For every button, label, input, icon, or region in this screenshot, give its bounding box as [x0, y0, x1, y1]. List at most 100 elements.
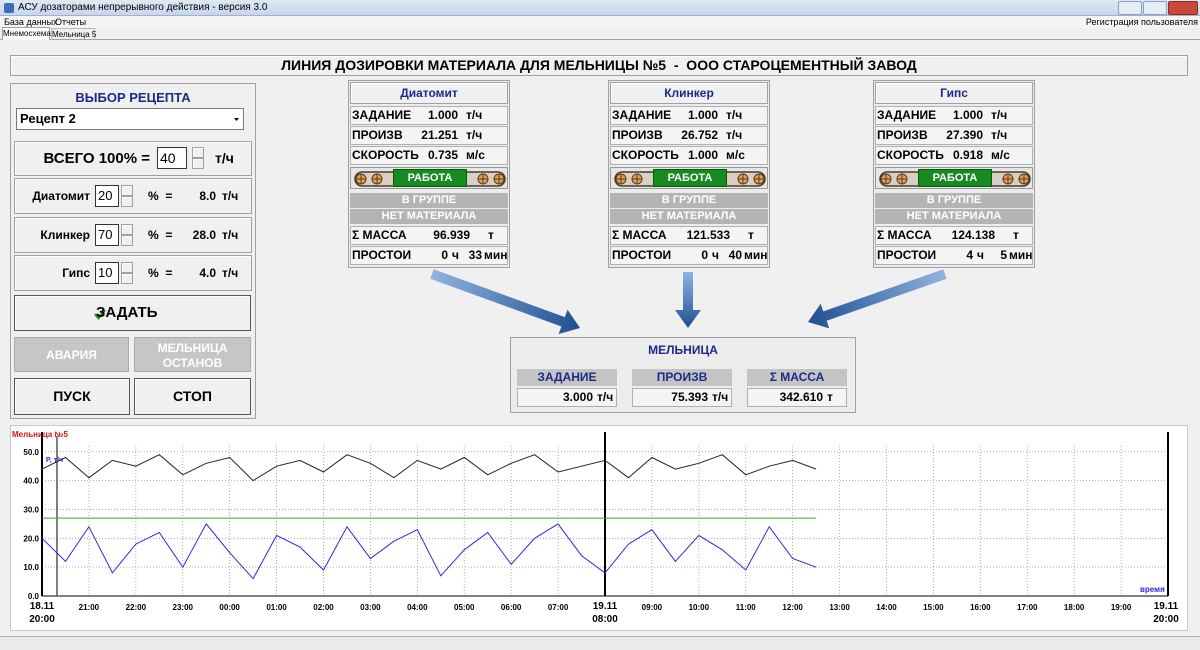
- set-button[interactable]: [14, 295, 251, 331]
- x-tick-label: 21:00: [78, 603, 100, 612]
- total-row: [14, 141, 252, 176]
- check-icon: [94, 309, 106, 320]
- mass-value: 96.939: [433, 228, 470, 242]
- tab[interactable]: Мнемосхема: [2, 27, 51, 40]
- feeder-row: [610, 226, 768, 245]
- x-tick-label: 23:00: [172, 603, 193, 612]
- x-tick-label: 13:00: [829, 603, 850, 612]
- row-label: ЗАДАНИЕ: [352, 108, 412, 122]
- recipe-panel: [10, 83, 256, 419]
- row-value: 1.000: [427, 108, 458, 122]
- row-unit: т/ч: [466, 108, 483, 122]
- app-icon: [4, 3, 14, 13]
- downtime-minutes-unit: мин: [744, 248, 768, 262]
- mill-cell-box: [747, 388, 847, 407]
- select-arrow: [231, 110, 242, 128]
- group-flag: В ГРУППЕ: [610, 193, 768, 208]
- row-value: 1.000: [952, 108, 983, 122]
- menu-item[interactable]: База данных: [4, 17, 58, 27]
- start-button[interactable]: ПУСК: [14, 378, 130, 415]
- mill-cell-label: ЗАДАНИЕ: [517, 369, 617, 386]
- feeder-row: [875, 226, 1033, 245]
- minimize-button[interactable]: [1118, 1, 1142, 15]
- feeder-row: [610, 106, 768, 125]
- downtime-hours-unit: ч: [712, 248, 719, 262]
- component-rate: 28.0: [192, 228, 216, 242]
- x-tick-label: 06:00: [500, 603, 522, 612]
- spinner-up[interactable]: [121, 185, 133, 196]
- x-tick-label: 09:00: [641, 603, 663, 612]
- spinner-up[interactable]: [192, 147, 204, 158]
- row-label: ПРОИЗВ: [612, 128, 663, 142]
- total-unit: т/ч: [215, 150, 234, 166]
- close-button[interactable]: [1168, 1, 1198, 15]
- x-tick-label: 19:00: [1110, 603, 1132, 612]
- row-value: 27.390: [946, 128, 983, 142]
- downtime-label: ПРОСТОИ: [612, 248, 672, 262]
- percent-input[interactable]: 10: [95, 262, 119, 284]
- spinner-up[interactable]: [121, 224, 133, 235]
- alarm-button[interactable]: АВАРИЯ: [14, 337, 129, 372]
- downtime-minutes-unit: мин: [484, 248, 508, 262]
- mill-cell-box: [632, 388, 732, 407]
- row-label: СКОРОСТЬ: [612, 148, 679, 162]
- flow-arrow: [430, 269, 581, 335]
- component-rate: 4.0: [199, 266, 216, 280]
- row-unit: м/с: [726, 148, 745, 162]
- maximize-button[interactable]: [1143, 1, 1167, 15]
- percent-label: % =: [148, 189, 173, 203]
- total-input[interactable]: 40: [157, 147, 187, 169]
- feeder-row: [610, 146, 768, 165]
- downtime-minutes: 40: [728, 248, 742, 262]
- downtime-hours-unit: ч: [452, 248, 459, 262]
- status-badge: РАБОТА: [393, 169, 467, 187]
- component-unit: т/ч: [222, 228, 239, 242]
- row-unit: м/с: [466, 148, 485, 162]
- mill-cell-unit: т/ч: [712, 390, 729, 404]
- feeder-row: [875, 146, 1033, 165]
- percent-input[interactable]: 20: [95, 185, 119, 207]
- row-value: 0.735: [427, 148, 458, 162]
- feeder-row: [875, 126, 1033, 145]
- stop-button[interactable]: СТОП: [134, 378, 251, 415]
- mass-value: 121.533: [686, 228, 730, 242]
- x-tick-label: 18:00: [1063, 603, 1085, 612]
- spinner-up[interactable]: [121, 262, 133, 273]
- mill-stop-button[interactable]: МЕЛЬНИЦА ОСТАНОВ: [134, 337, 251, 372]
- recipe-title: ВЫБОР РЕЦЕПТА: [75, 90, 191, 105]
- feeder-row: [350, 226, 508, 245]
- menu-bar: [0, 16, 1200, 28]
- no-material-flag: НЕТ МАТЕРИАЛА: [875, 209, 1033, 224]
- feeder-row: [350, 106, 508, 125]
- row-label: СКОРОСТЬ: [352, 148, 419, 162]
- tab[interactable]: Мельница 5: [51, 28, 97, 40]
- feeder-row: [350, 126, 508, 145]
- feeder-name: Гипс: [875, 82, 1033, 104]
- spinner-down[interactable]: [121, 235, 133, 246]
- x-tick-label: 03:00: [360, 603, 381, 612]
- spinner-down[interactable]: [121, 273, 133, 284]
- feeder-row: [875, 246, 1033, 265]
- x-tick-label: 17:00: [1017, 603, 1038, 612]
- feeder-row: [350, 246, 508, 265]
- component-name: Гипс: [62, 266, 90, 280]
- x-tick-label: 04:00: [407, 603, 428, 612]
- component-row: [14, 217, 252, 253]
- spinner-down[interactable]: [121, 196, 133, 207]
- percent-input[interactable]: 70: [95, 224, 119, 246]
- component-unit: т/ч: [222, 189, 239, 203]
- arrow-shape: [808, 269, 947, 329]
- menu-item[interactable]: Отчеты: [55, 17, 87, 27]
- tab-strip: [0, 28, 1200, 40]
- mass-unit: т: [488, 228, 494, 242]
- user-login[interactable]: Регистрация пользователя: [1085, 17, 1198, 27]
- spinner-down[interactable]: [192, 158, 204, 169]
- row-value: 21.251: [421, 128, 458, 142]
- downtime-hours: 0: [441, 248, 448, 262]
- recipe-select[interactable]: Рецепт 2: [16, 108, 244, 130]
- x-tick-label: 22:00: [125, 603, 147, 612]
- x-tick-label: 12:00: [782, 603, 803, 612]
- flow-arrow: [808, 269, 947, 329]
- title-bar: [0, 0, 1200, 16]
- mass-label: Σ МАССА: [877, 228, 932, 242]
